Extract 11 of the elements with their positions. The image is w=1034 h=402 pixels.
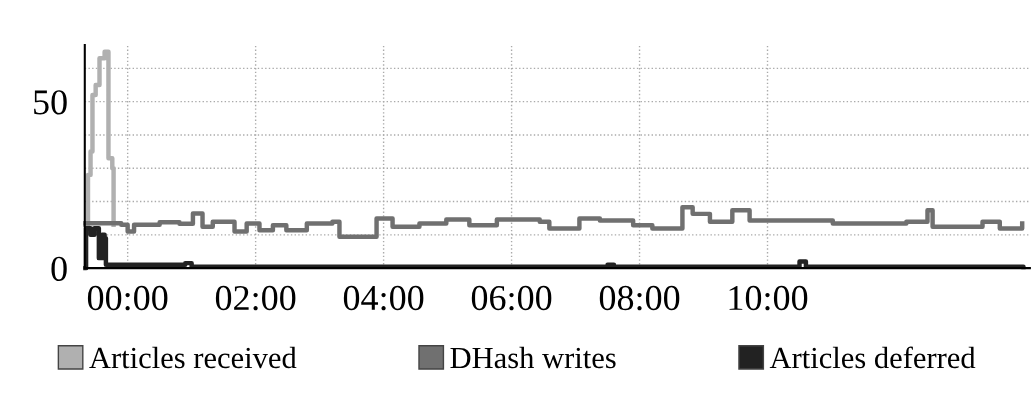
x-tick-label: 04:00 bbox=[343, 285, 424, 311]
x-tick-label: 02:00 bbox=[215, 285, 296, 311]
x-tick-label: 10:00 bbox=[729, 285, 808, 311]
legend-label: Articles deferred bbox=[769, 346, 976, 369]
legend-label: DHash writes bbox=[450, 346, 616, 369]
y-tick-label: 0 bbox=[51, 256, 67, 282]
x-tick-label: 00:00 bbox=[87, 285, 168, 311]
legend-label: Articles received bbox=[89, 346, 297, 369]
y-tick-label: 50 bbox=[34, 90, 67, 115]
x-tick-label: 06:00 bbox=[471, 285, 552, 311]
x-tick-label: 08:00 bbox=[599, 285, 680, 311]
